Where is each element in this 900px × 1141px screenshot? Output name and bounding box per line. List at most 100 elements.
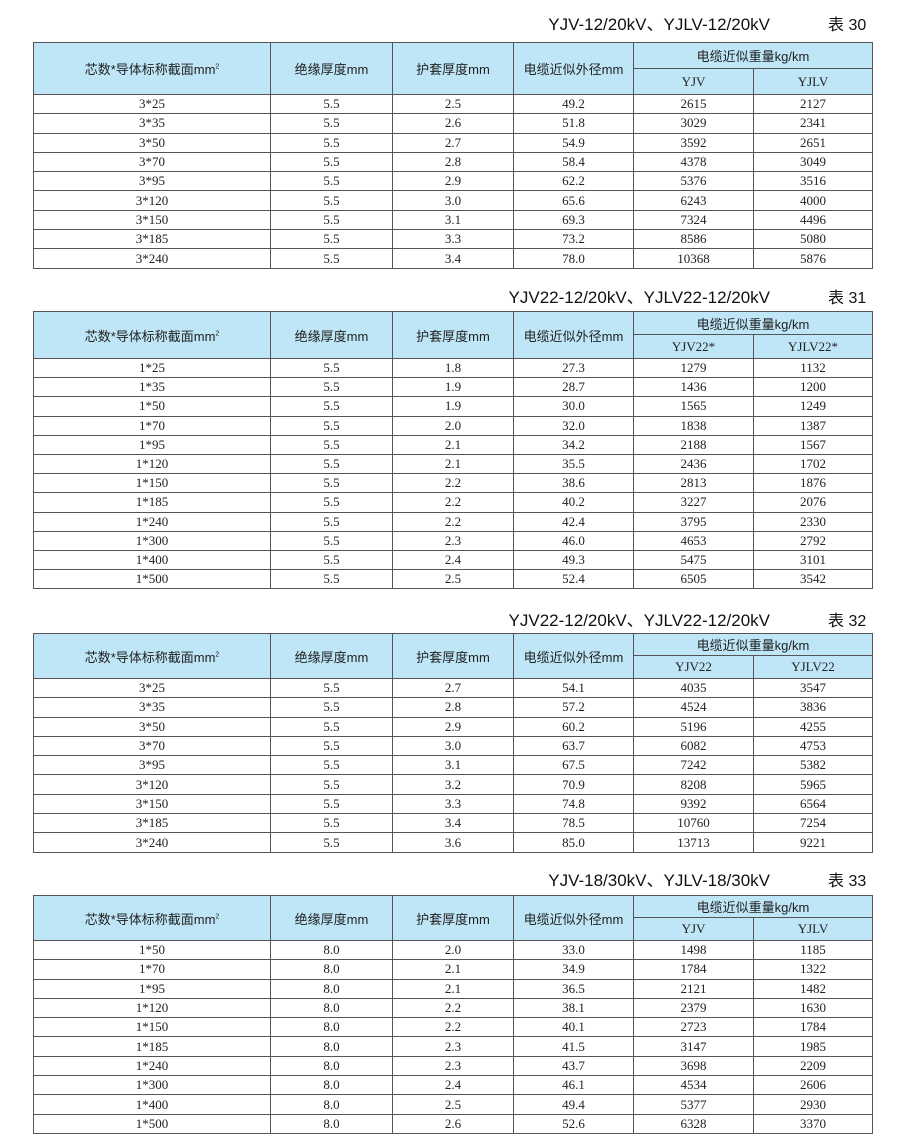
table-cell: 2930 xyxy=(752,1094,874,1115)
header-spec-label: 芯数*导体标称截面mm xyxy=(84,328,216,344)
subheader-0: YJV22* xyxy=(633,334,754,359)
table-cell: 1*35 xyxy=(33,377,271,398)
table-cell: 5.5 xyxy=(270,755,393,776)
table-cell: 3698 xyxy=(633,1055,754,1077)
table-cell: 1*185 xyxy=(33,492,271,513)
header-weight: 电缆近似重量kg/km xyxy=(632,42,874,69)
table-row: 1*50 5.5 1.9 30.0 1565 1249 xyxy=(33,396,874,417)
table-cell: 40.1 xyxy=(513,1017,634,1038)
table-cell: 3227 xyxy=(633,492,754,513)
table-cell: 1*120 xyxy=(33,453,271,475)
table-cell: 3*120 xyxy=(33,190,271,211)
table-cell: 1702 xyxy=(752,453,874,475)
table-row: 3*240 5.5 3.4 78.0 10368 5876 xyxy=(33,248,874,269)
header-spec-superscript: 2 xyxy=(215,330,220,338)
table-cell: 36.5 xyxy=(513,978,634,999)
table-cell: 1185 xyxy=(752,939,874,961)
subheader-1: YJLV xyxy=(752,68,874,95)
table-cell: 1*400 xyxy=(33,549,271,571)
table-cell: 4534 xyxy=(633,1075,754,1096)
table-cell: 5.5 xyxy=(270,569,393,590)
table-cell: 1*400 xyxy=(33,1094,271,1115)
table-cell: 10760 xyxy=(633,813,754,834)
table-cell: 4653 xyxy=(633,530,754,551)
table-cell: 2813 xyxy=(633,473,754,494)
table-cell: 3516 xyxy=(752,171,874,192)
table-cell: 2.2 xyxy=(392,473,514,494)
table-cell: 46.1 xyxy=(513,1075,634,1096)
table-row: 1*150 8.0 2.2 40.1 2723 1784 xyxy=(33,1017,874,1038)
header-spec: 芯数*导体标称截面mm2 xyxy=(33,633,271,679)
table-cell: 5.5 xyxy=(270,396,393,417)
table-cell: 69.3 xyxy=(513,209,634,231)
table-cell: 1985 xyxy=(752,1036,874,1057)
spec-table-0: 芯数*导体标称截面mm2 绝缘厚度mm 护套厚度mm 电缆近似外径mm 电缆近似重量kg… xyxy=(33,42,874,269)
table-cell: 9392 xyxy=(633,793,754,815)
table-row: 3*25 5.5 2.7 54.1 4035 3547 xyxy=(33,677,874,699)
table-cell: 5.5 xyxy=(270,151,393,173)
table-cell: 3.3 xyxy=(392,793,514,815)
table-cell: 1200 xyxy=(752,377,874,398)
table-cell: 1630 xyxy=(752,997,874,1019)
table-cell: 1784 xyxy=(752,1017,874,1038)
table-cell: 1*95 xyxy=(33,434,271,455)
table-cell: 10368 xyxy=(633,248,754,269)
table-cell: 2606 xyxy=(752,1075,874,1096)
table-cell: 5.5 xyxy=(270,697,393,718)
header-spec-superscript: 2 xyxy=(215,63,220,71)
table-row: 3*120 5.5 3.0 65.6 6243 4000 xyxy=(33,190,874,211)
table-row: 3*95 5.5 2.9 62.2 5376 3516 xyxy=(33,171,874,192)
table-cell: 5.5 xyxy=(270,677,393,699)
table-row: 3*70 5.5 2.8 58.4 4378 3049 xyxy=(33,151,874,173)
table-row: 1*50 8.0 2.0 33.0 1498 1185 xyxy=(33,939,874,961)
table-cell: 2.5 xyxy=(392,569,514,590)
table-row: 3*120 5.5 3.2 70.9 8208 5965 xyxy=(33,774,874,795)
table-cell: 3*95 xyxy=(33,755,271,776)
table-cell: 1132 xyxy=(752,357,874,379)
table-cell: 5876 xyxy=(752,248,874,269)
table-cell: 5.5 xyxy=(270,793,393,815)
table-cell: 52.4 xyxy=(513,569,634,590)
table-cell: 3*35 xyxy=(33,697,271,718)
table-cell: 3*185 xyxy=(33,229,271,250)
table-cell: 8.0 xyxy=(270,1094,393,1115)
table-row: 3*185 5.5 3.4 78.5 10760 7254 xyxy=(33,813,874,834)
table-cell: 5.5 xyxy=(270,511,393,532)
table-cell: 3370 xyxy=(752,1113,874,1134)
header-sheath: 护套厚度mm xyxy=(392,42,514,95)
table-cell: 1.9 xyxy=(392,377,514,398)
table-cell: 5.5 xyxy=(270,434,393,455)
table-cell: 28.7 xyxy=(513,377,634,398)
table-row: 1*300 8.0 2.4 46.1 4534 2606 xyxy=(33,1075,874,1096)
table-cell: 27.3 xyxy=(513,357,634,379)
table-cell: 3.0 xyxy=(392,735,514,757)
table-cell: 3.0 xyxy=(392,190,514,211)
table-cell: 5377 xyxy=(633,1094,754,1115)
table-cell: 5.5 xyxy=(270,93,393,115)
table-cell: 1.9 xyxy=(392,396,514,417)
table-cell: 2.3 xyxy=(392,1036,514,1057)
table-cell: 42.4 xyxy=(513,511,634,532)
table-cell: 3.1 xyxy=(392,209,514,231)
table-cell: 34.9 xyxy=(513,959,634,980)
table-cell: 1*50 xyxy=(33,396,271,417)
table-row: 1*185 8.0 2.3 41.5 3147 1985 xyxy=(33,1036,874,1057)
table-row: 1*70 8.0 2.1 34.9 1784 1322 xyxy=(33,959,874,980)
table-cell: 13713 xyxy=(633,832,754,853)
table-cell: 2.3 xyxy=(392,1055,514,1077)
header-diameter: 电缆近似外径mm xyxy=(513,895,634,941)
header-spec-label: 芯数*导体标称截面mm xyxy=(84,62,216,77)
table-cell: 2.8 xyxy=(392,151,514,173)
header-diameter: 电缆近似外径mm xyxy=(513,633,634,679)
table-cell: 3.2 xyxy=(392,774,514,795)
table-cell: 7254 xyxy=(752,813,874,834)
table-cell: 3542 xyxy=(752,569,874,590)
table-cell: 1*150 xyxy=(33,473,271,494)
table-cell: 1784 xyxy=(633,959,754,980)
table-cell: 1*300 xyxy=(33,1075,271,1096)
table-number: 表 31 xyxy=(828,290,867,307)
table-title: YJV-18/30kV、YJLV-18/30kV xyxy=(548,871,770,890)
table-cell: 3.1 xyxy=(392,755,514,776)
table-cell: 6243 xyxy=(633,190,754,211)
table-cell: 49.3 xyxy=(513,549,634,571)
